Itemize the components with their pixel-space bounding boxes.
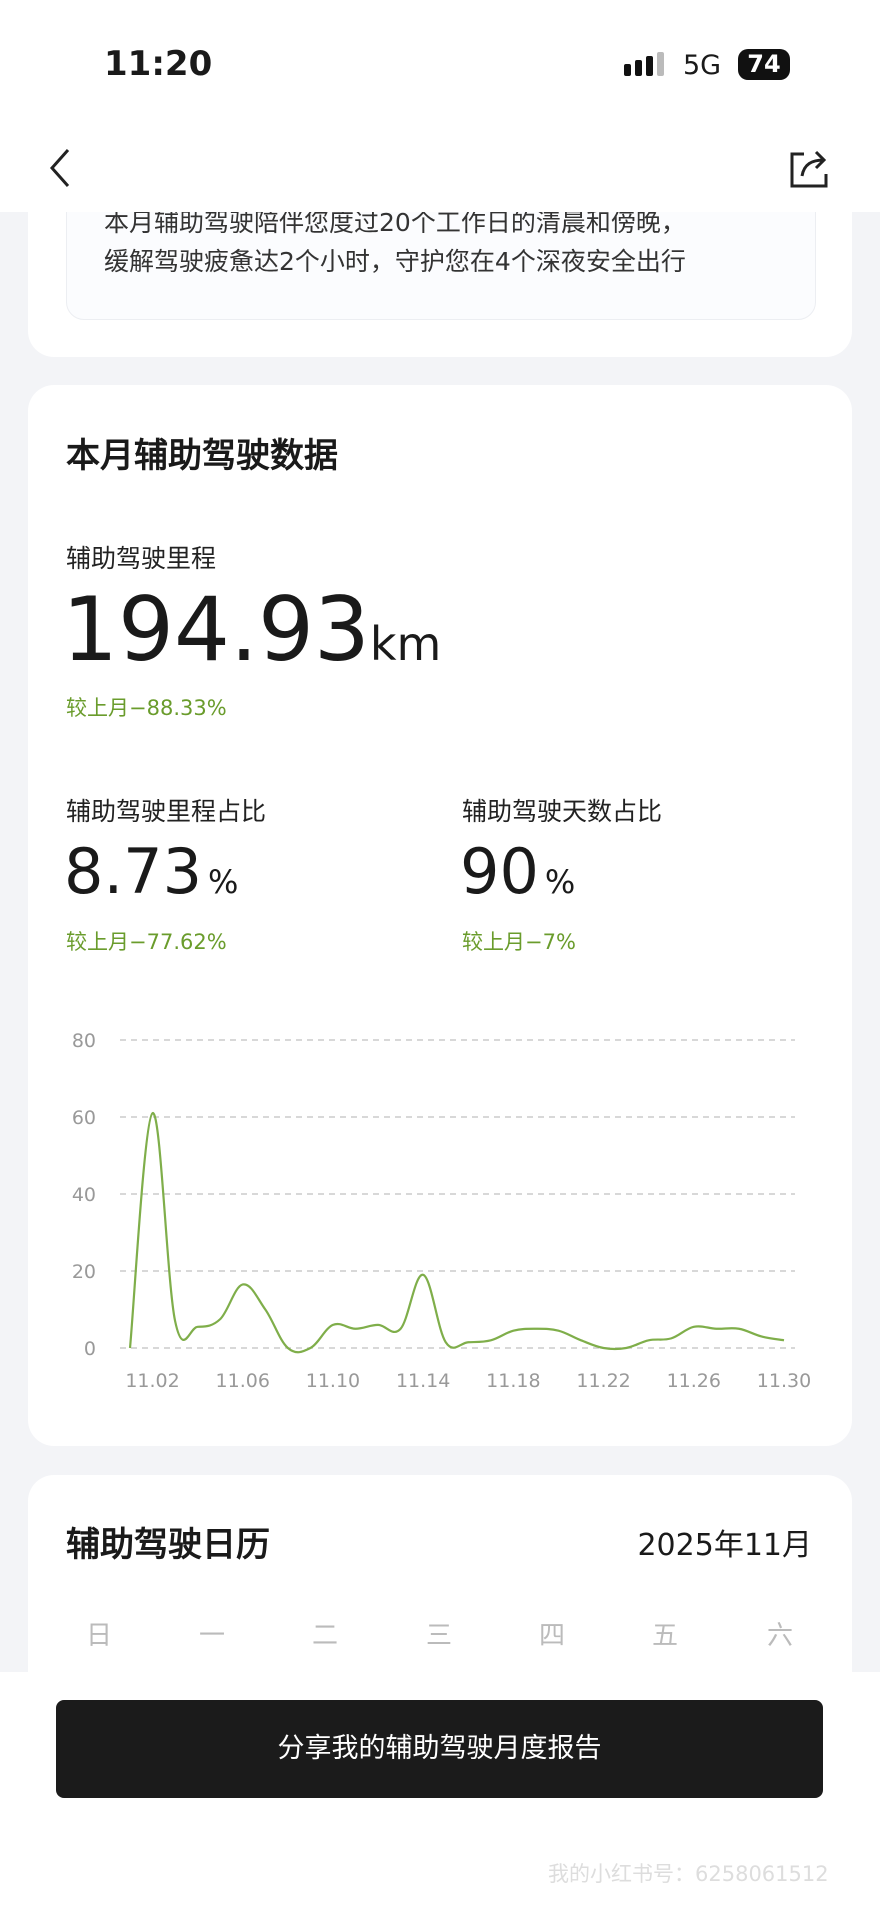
weekday: 三 [425, 1621, 452, 1651]
watermark: 我的小红书号：6258061512 [548, 1862, 829, 1886]
x-tick-label: 11.06 [216, 1370, 270, 1392]
metric-value: 8.73% [64, 835, 238, 908]
metric-change: 较上月−88.33% [66, 696, 227, 720]
weekday: 一 [198, 1621, 225, 1651]
y-tick-label: 80 [72, 1030, 96, 1052]
network: 5G [683, 50, 722, 81]
weekday: 四 [538, 1621, 565, 1651]
metric-change: 较上月−77.62% [66, 930, 227, 954]
share-icon[interactable] [786, 146, 832, 192]
unit: % [208, 863, 239, 901]
header [0, 0, 880, 212]
x-tick-label: 11.22 [576, 1370, 630, 1392]
weekday: 五 [651, 1621, 678, 1651]
x-tick-label: 11.14 [396, 1370, 450, 1392]
battery: 74 [738, 49, 790, 80]
value: 8.73 [64, 835, 203, 908]
x-tick-label: 11.18 [486, 1370, 540, 1392]
calendar-month: 2025年11月 [637, 1528, 812, 1563]
weekday: 二 [311, 1621, 338, 1651]
chart: 0 20 40 60 80 11.02 11.06 11.10 11.14 11.18 11.22 1… [72, 1030, 811, 1392]
summary-line: 本月辅助驾驶陪伴您度过20个工作日的清晨和傍晚， [104, 208, 686, 237]
calendar-title: 辅助驾驶日历 [66, 1525, 270, 1565]
metric-label: 辅助驾驶天数占比 [462, 797, 663, 826]
weekday: 六 [766, 1621, 793, 1651]
x-tick-label: 11.26 [667, 1370, 721, 1392]
metric-value: 90% [460, 835, 575, 908]
status-time: 11:20 [104, 44, 213, 84]
x-tick-label: 11.10 [306, 1370, 360, 1392]
unit: % [544, 863, 576, 901]
summary-line: 缓解驾驶疲惫达2个小时，守护您在4个深夜安全出行 [104, 247, 686, 276]
metric-label: 辅助驾驶里程占比 [66, 797, 267, 826]
share-button[interactable]: 分享我的辅助驾驶月度报告 [56, 1700, 823, 1798]
y-tick-label: 0 [84, 1338, 96, 1360]
value: 90 [460, 835, 539, 908]
metric-value: 194.93km [62, 578, 441, 681]
y-tick-label: 40 [72, 1184, 96, 1206]
signal-icon [624, 52, 664, 76]
card-title: 本月辅助驾驶数据 [66, 436, 338, 476]
metric-change: 较上月−7% [462, 930, 576, 954]
value: 194.93 [62, 578, 370, 681]
x-tick-label: 11.02 [125, 1370, 179, 1392]
metric-label: 辅助驾驶里程 [66, 544, 217, 573]
weekday: 日 [85, 1621, 112, 1651]
y-tick-label: 60 [72, 1107, 96, 1129]
x-tick-label: 11.30 [757, 1370, 811, 1392]
back-button[interactable] [46, 146, 76, 190]
data-card [28, 385, 852, 1446]
data-line [128, 1112, 785, 1354]
y-tick-label: 20 [72, 1261, 96, 1283]
unit: km [369, 617, 442, 671]
